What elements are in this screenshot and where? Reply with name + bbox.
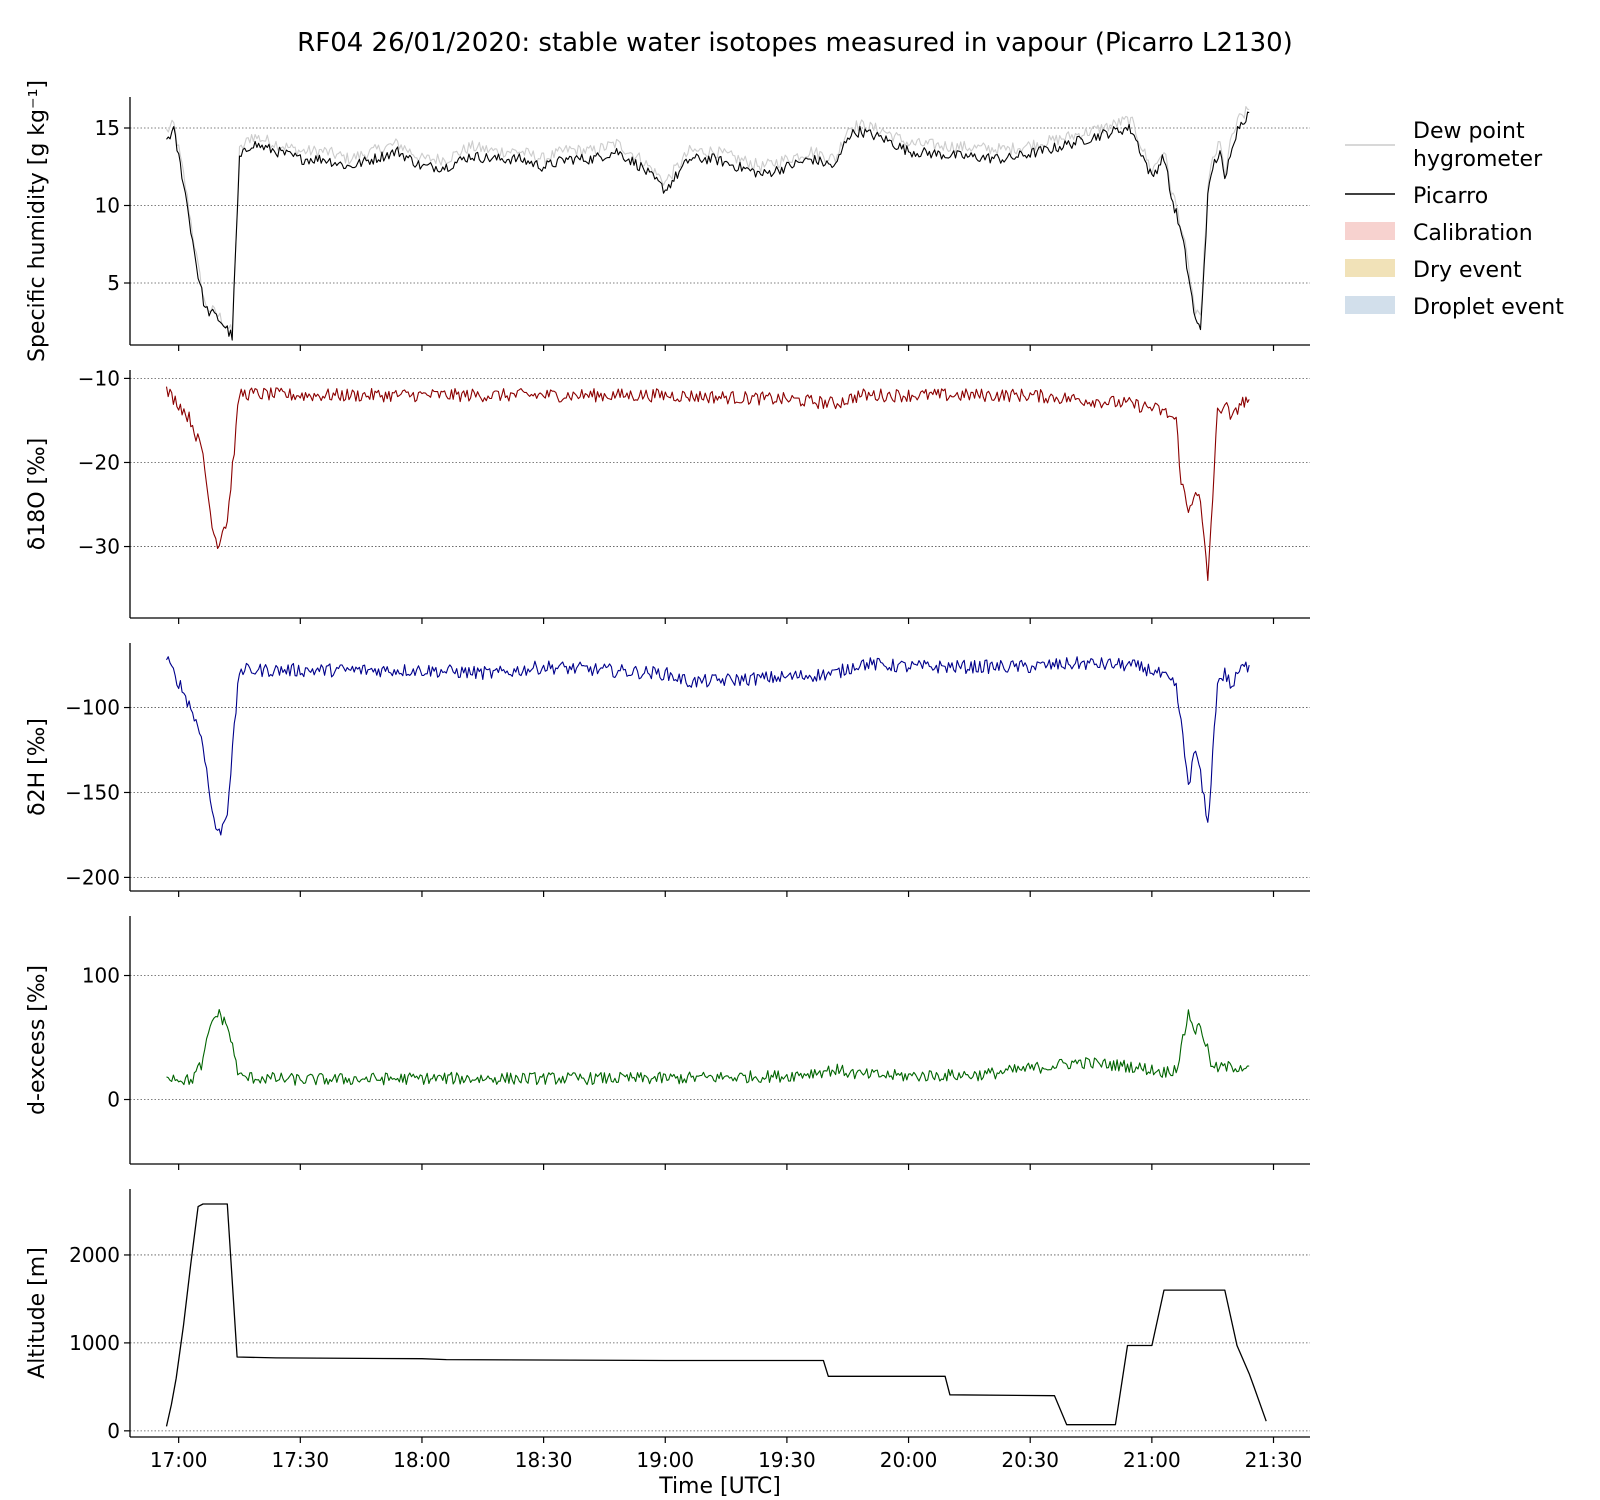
panels: 5 10 15 Specific humidity [g kg⁻¹] −10 −20 −30… bbox=[25, 80, 1310, 1499]
x-tick-label: 21:30 bbox=[1245, 1448, 1303, 1472]
series-line-altitude-0 bbox=[165, 1203, 1267, 1427]
y-tick-label: 15 bbox=[95, 116, 120, 140]
legend-entry: Dry event bbox=[1345, 258, 1522, 283]
legend-label: Droplet event bbox=[1413, 295, 1564, 320]
y-axis-label: d-excess [‰] bbox=[25, 965, 50, 1115]
y-tick-label: 0 bbox=[107, 1419, 120, 1443]
panel-d2H: −100 −150 −200 δ2H [‰] bbox=[25, 643, 1310, 897]
y-tick-label: −200 bbox=[65, 865, 120, 889]
panel-d18O: −10 −20 −30 δ18O [‰] bbox=[25, 366, 1310, 624]
series-line-d18O-0 bbox=[165, 386, 1250, 582]
panel-specific-humidity: 5 10 15 Specific humidity [g kg⁻¹] bbox=[25, 80, 1310, 362]
legend-entry: Picarro bbox=[1345, 184, 1488, 209]
y-axis-label: Specific humidity [g kg⁻¹] bbox=[25, 80, 50, 362]
y-tick-label: −10 bbox=[78, 366, 120, 390]
legend-entry: Calibration bbox=[1345, 221, 1533, 246]
legend-swatch bbox=[1345, 222, 1395, 240]
legend-label: Calibration bbox=[1413, 221, 1533, 246]
x-tick-label: 18:30 bbox=[515, 1448, 573, 1472]
chart-title: RF04 26/01/2020: stable water isotopes m… bbox=[297, 28, 1293, 58]
x-tick-label: 17:30 bbox=[271, 1448, 329, 1472]
series-line-specific-humidity-0 bbox=[166, 105, 1250, 334]
y-tick-label: −100 bbox=[65, 696, 120, 720]
x-tick-label: 19:00 bbox=[636, 1448, 694, 1472]
legend-entry: Droplet event bbox=[1345, 295, 1564, 320]
legend-label: Dew point bbox=[1413, 119, 1525, 144]
legend: Dew point hygrometer Picarro Calibration Dry… bbox=[1345, 119, 1564, 320]
legend-swatch bbox=[1345, 296, 1395, 314]
y-tick-label: 100 bbox=[82, 964, 120, 988]
legend-label: hygrometer bbox=[1413, 147, 1543, 172]
x-tick-label: 19:30 bbox=[758, 1448, 816, 1472]
y-axis-label: δ2H [‰] bbox=[25, 718, 50, 816]
x-tick-label: 20:00 bbox=[880, 1448, 938, 1472]
y-axis-label: δ18O [‰] bbox=[25, 438, 50, 550]
series-line-d-excess-0 bbox=[166, 1008, 1250, 1086]
x-tick-label: 18:00 bbox=[393, 1448, 451, 1472]
x-tick-label: 21:00 bbox=[1123, 1448, 1181, 1472]
y-tick-label: 2000 bbox=[69, 1243, 120, 1267]
legend-swatch bbox=[1345, 259, 1395, 277]
y-axis-label: Altitude [m] bbox=[25, 1247, 50, 1379]
x-axis-label: Time [UTC] bbox=[658, 1474, 781, 1499]
legend-entry: Dew point hygrometer bbox=[1345, 119, 1543, 172]
x-tick-label: 20:30 bbox=[1001, 1448, 1059, 1472]
y-tick-label: 10 bbox=[95, 194, 120, 218]
y-tick-label: −150 bbox=[65, 780, 120, 804]
y-tick-label: 1000 bbox=[69, 1331, 120, 1355]
panel-altitude: 0 1000 2000 17:00 17:30 18:00 18:30 19:00 19:30 2… bbox=[25, 1189, 1310, 1499]
y-tick-label: −20 bbox=[78, 450, 120, 474]
y-tick-label: −30 bbox=[78, 535, 120, 559]
y-tick-label: 5 bbox=[107, 271, 120, 295]
panel-d-excess: 0 100 d-excess [‰] bbox=[25, 916, 1310, 1170]
legend-label: Dry event bbox=[1413, 258, 1522, 283]
y-tick-label: 0 bbox=[107, 1088, 120, 1112]
x-tick-label: 17:00 bbox=[150, 1448, 208, 1472]
series-line-specific-humidity-1 bbox=[166, 111, 1250, 341]
series-line-d2H-0 bbox=[166, 656, 1250, 836]
legend-label: Picarro bbox=[1413, 184, 1488, 209]
